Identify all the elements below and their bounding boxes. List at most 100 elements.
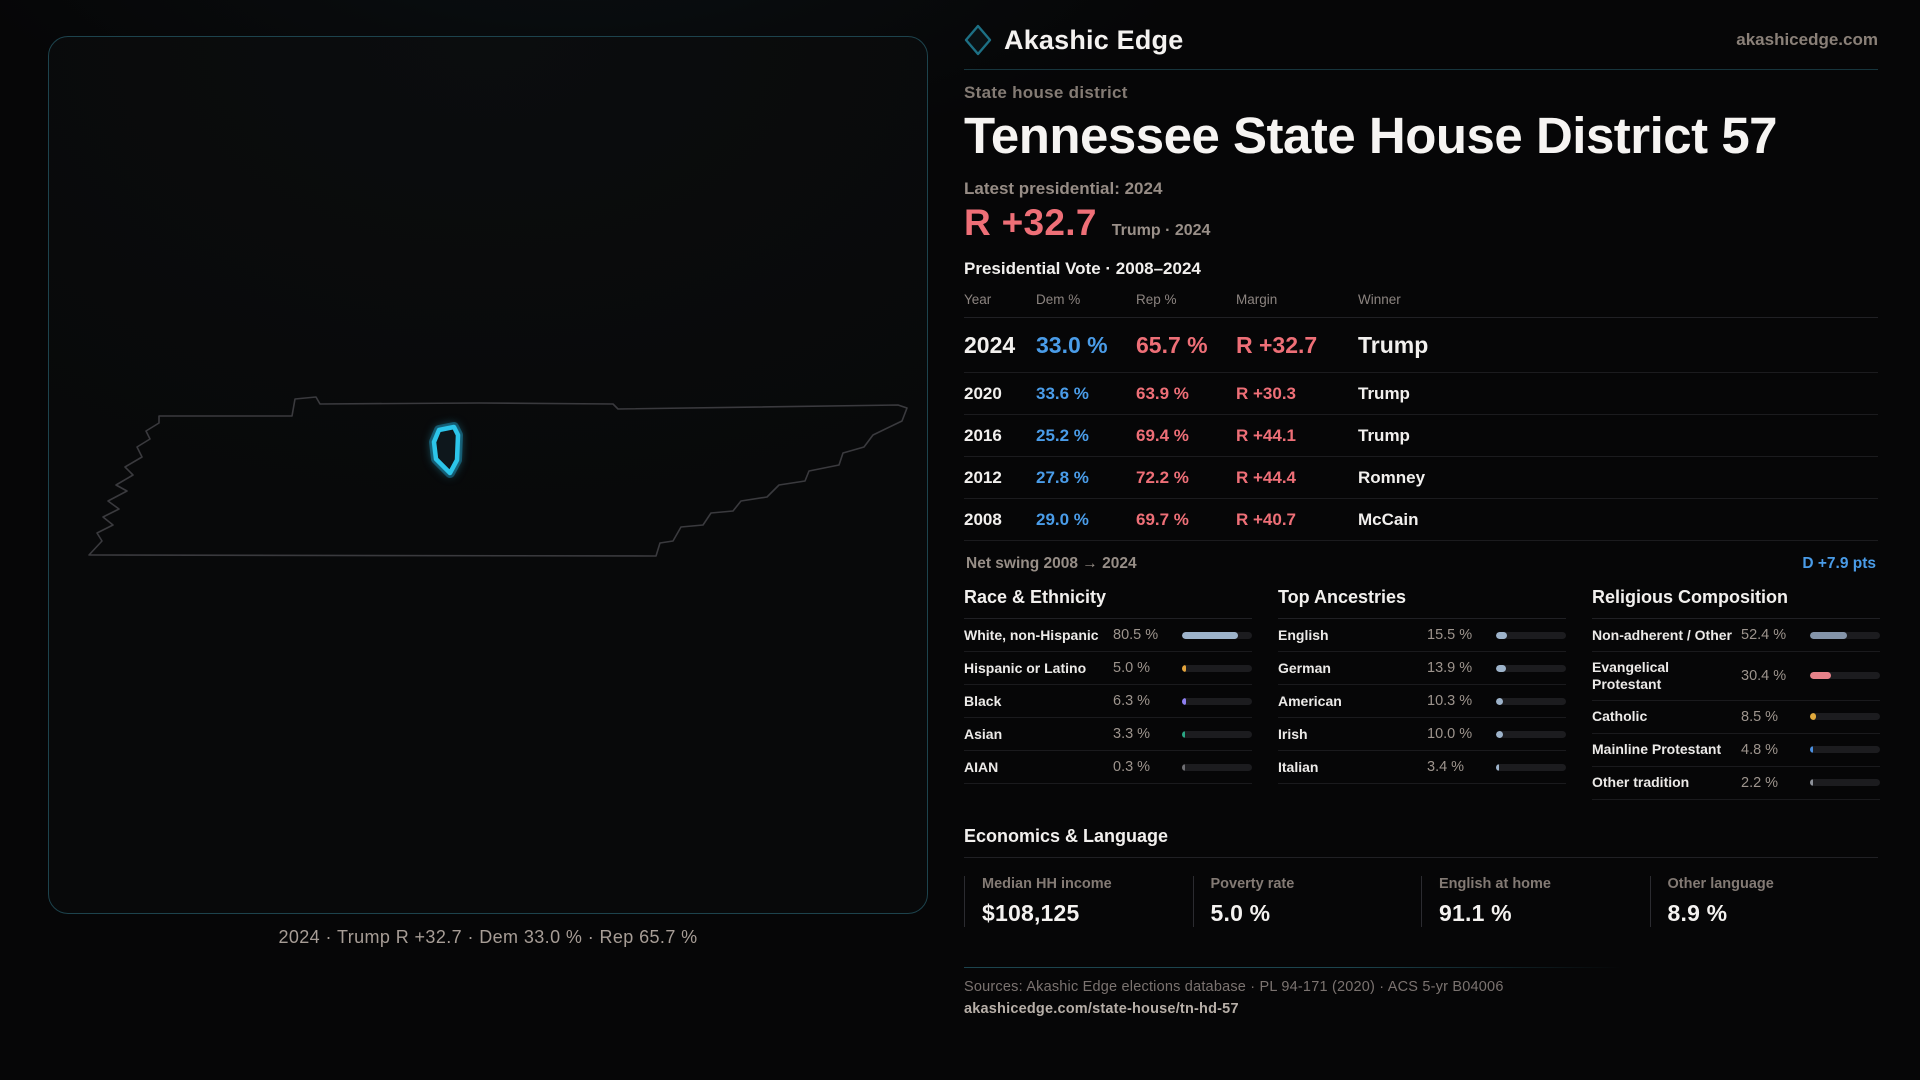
cell-margin: R +30.3 bbox=[1236, 384, 1297, 404]
latest-presidential-label: Latest presidential: 2024 bbox=[964, 179, 1163, 199]
district-shape bbox=[431, 424, 461, 476]
sources-text: Sources: Akashic Edge elections database… bbox=[964, 978, 1504, 995]
demo-label: Other tradition bbox=[1592, 774, 1690, 791]
demo-bar-fill bbox=[1810, 746, 1813, 754]
demo-row: Evangelical Protestant 30.4 % bbox=[1592, 652, 1880, 701]
econ-stat-label: English at home bbox=[1439, 875, 1551, 892]
cell-winner: McCain bbox=[1358, 510, 1419, 530]
net-swing-row: Net swing 2008 → 2024 D +7.9 pts bbox=[964, 541, 1878, 585]
column-header: Winner bbox=[1358, 292, 1401, 308]
vote-table-row: 2024 33.0 % 65.7 % R +32.7 Trump bbox=[964, 318, 1878, 374]
demo-bar bbox=[1810, 631, 1880, 639]
demo-bar-fill bbox=[1810, 713, 1816, 721]
demo-bar-fill bbox=[1810, 672, 1831, 680]
demo-row: Hispanic or Latino 5.0 % bbox=[964, 652, 1252, 686]
demo-section: Race & Ethnicity White, non-Hispanic 80.5 … bbox=[964, 587, 1252, 800]
demo-value: 52.4 % bbox=[1741, 627, 1787, 644]
cell-rep-share: 63.9 % bbox=[1136, 384, 1189, 404]
demo-label: Mainline Protestant bbox=[1592, 741, 1722, 758]
district-map-section: 2024 · Trump R +32.7 · Dem 33.0 % · Rep … bbox=[48, 36, 928, 948]
demo-bar bbox=[1182, 664, 1252, 672]
cell-margin: R +40.7 bbox=[1236, 510, 1297, 530]
demo-bar bbox=[1182, 697, 1252, 705]
demo-bar bbox=[1810, 746, 1880, 754]
cell-year: 2016 bbox=[964, 426, 1002, 446]
econ-stat-value: 5.0 % bbox=[1210, 899, 1271, 926]
demo-label: Asian bbox=[964, 725, 1003, 742]
economics-stats: Median HH income $108,125 Poverty rate 5.0 … bbox=[964, 875, 1878, 927]
demo-bar-fill bbox=[1182, 631, 1238, 639]
demo-bar-fill bbox=[1810, 631, 1847, 639]
vote-table-row: 2012 27.8 % 72.2 % R +44.4 Romney bbox=[964, 457, 1878, 500]
latest-margin-value: R +32.7 bbox=[964, 202, 1097, 244]
demo-value: 15.5 % bbox=[1427, 627, 1473, 644]
demo-row: German 13.9 % bbox=[1278, 652, 1566, 686]
demo-bar-fill bbox=[1496, 763, 1499, 771]
demo-value: 3.4 % bbox=[1427, 759, 1465, 776]
demo-label: English bbox=[1278, 626, 1329, 643]
brand-name: Akashic Edge bbox=[1004, 24, 1184, 55]
demo-label: Evangelical Protestant bbox=[1592, 659, 1670, 692]
demo-value: 8.5 % bbox=[1741, 708, 1779, 725]
econ-stat-label: Median HH income bbox=[982, 875, 1112, 892]
demo-value: 80.5 % bbox=[1113, 627, 1159, 644]
report: Akashic Edge akashicedge.com State house… bbox=[964, 24, 1880, 1017]
vote-table-row: 2020 33.6 % 63.9 % R +30.3 Trump bbox=[964, 373, 1878, 416]
demo-value: 4.8 % bbox=[1741, 741, 1779, 758]
demo-bar bbox=[1496, 763, 1566, 771]
cell-winner: Romney bbox=[1358, 468, 1426, 488]
page-title: Tennessee State House District 57 bbox=[964, 107, 1778, 164]
vote-table-header: Year Dem % Rep % Margin Winner bbox=[964, 279, 1878, 319]
demo-label: Hispanic or Latino bbox=[964, 659, 1087, 676]
demo-value: 3.3 % bbox=[1113, 726, 1151, 743]
demo-bar-fill bbox=[1182, 763, 1185, 771]
demo-row: Other tradition 2.2 % bbox=[1592, 767, 1880, 800]
econ-stat-label: Poverty rate bbox=[1210, 875, 1295, 892]
demo-bar bbox=[1496, 631, 1566, 639]
diamond-logo-icon bbox=[964, 24, 992, 56]
brand-site-link[interactable]: akashicedge.com bbox=[1736, 30, 1878, 49]
economics-title: Economics & Language bbox=[964, 826, 1878, 858]
demo-value: 10.3 % bbox=[1427, 693, 1473, 710]
brand-logo-group: Akashic Edge bbox=[964, 24, 1183, 56]
column-header: Year bbox=[964, 292, 992, 308]
cell-rep-share: 72.2 % bbox=[1136, 468, 1189, 488]
demo-row: Mainline Protestant 4.8 % bbox=[1592, 734, 1880, 767]
demo-label: Black bbox=[964, 692, 1002, 709]
demo-section-title: Race & Ethnicity bbox=[964, 587, 1252, 620]
demo-row: American 10.3 % bbox=[1278, 685, 1566, 719]
demo-value: 0.3 % bbox=[1113, 759, 1151, 776]
econ-stat-value: 91.1 % bbox=[1439, 899, 1512, 926]
demo-bar-fill bbox=[1496, 631, 1507, 639]
demo-section-title: Religious Composition bbox=[1592, 587, 1880, 620]
presidential-vote-table: Year Dem % Rep % Margin Winner 2024 33.0 % 65.7… bbox=[964, 279, 1878, 542]
demo-row: English 15.5 % bbox=[1278, 619, 1566, 653]
demo-row: Italian 3.4 % bbox=[1278, 751, 1566, 785]
demo-value: 6.3 % bbox=[1113, 693, 1151, 710]
cell-year: 2024 bbox=[964, 332, 1016, 359]
demo-bar-fill bbox=[1182, 730, 1185, 738]
permalink-url[interactable]: akashicedge.com/state-house/tn-hd-57 bbox=[964, 1000, 1239, 1017]
cell-winner: Trump bbox=[1358, 426, 1410, 446]
demo-bar-fill bbox=[1496, 664, 1506, 672]
vote-table-title: Presidential Vote · 2008–2024 bbox=[964, 259, 1201, 279]
footer-divider bbox=[964, 966, 1878, 968]
demo-row: AIAN 0.3 % bbox=[964, 751, 1252, 785]
cell-rep-share: 69.4 % bbox=[1136, 426, 1189, 446]
demo-label: AIAN bbox=[964, 758, 999, 775]
tennessee-map bbox=[88, 396, 908, 557]
demo-row: Non-adherent / Other 52.4 % bbox=[1592, 619, 1880, 653]
vote-table-row: 2016 25.2 % 69.4 % R +44.1 Trump bbox=[964, 415, 1878, 458]
demo-row: Catholic 8.5 % bbox=[1592, 701, 1880, 734]
cell-dem-share: 33.6 % bbox=[1036, 384, 1089, 404]
demo-label: Irish bbox=[1278, 725, 1308, 742]
demo-label: Non-adherent / Other bbox=[1592, 626, 1733, 643]
cell-winner: Trump bbox=[1358, 384, 1410, 404]
demo-bar-fill bbox=[1182, 664, 1186, 672]
demo-bar bbox=[1182, 763, 1252, 771]
cell-dem-share: 25.2 % bbox=[1036, 426, 1089, 446]
demo-bar bbox=[1496, 697, 1566, 705]
net-swing-label: Net swing 2008 → 2024 bbox=[966, 555, 1137, 573]
demo-row: Irish 10.0 % bbox=[1278, 718, 1566, 752]
demo-bar-fill bbox=[1496, 730, 1503, 738]
